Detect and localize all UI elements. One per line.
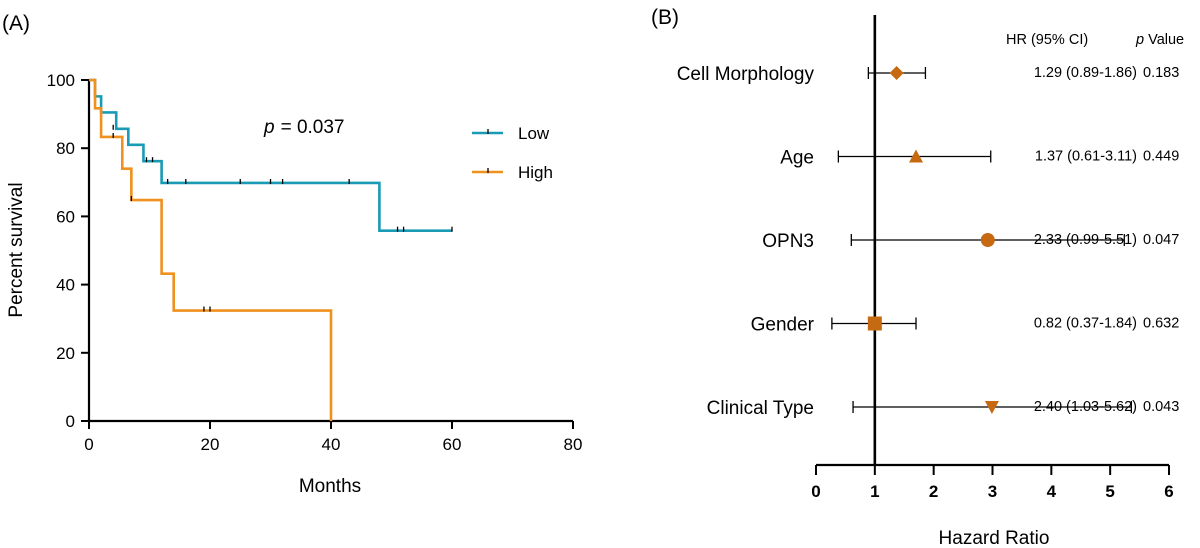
hr-ci-text: 1.29 (0.89-1.86) [1034, 65, 1137, 81]
km-x-tick-label: 60 [443, 435, 462, 454]
panel-b-label: (B) [651, 6, 679, 29]
km-x-tick-label: 0 [84, 435, 93, 454]
legend-label-low: Low [518, 124, 550, 143]
forest-row: Clinical Type 2.40 (1.03-5.62) 0.043 [707, 398, 1180, 419]
km-x-tick-label: 20 [201, 435, 220, 454]
km-line-high [89, 78, 333, 421]
p-value-text: 0.632 [1143, 316, 1179, 332]
km-x-tick-label: 80 [564, 435, 583, 454]
p-value-text: 0.449 [1143, 149, 1179, 165]
p-value-text: 0.043 [1143, 399, 1179, 415]
forest-row-label: Gender [751, 315, 815, 336]
km-x-tick-label: 40 [322, 435, 341, 454]
km-y-tick-label: 80 [56, 139, 75, 158]
forest-x-tick-label: 0 [811, 482, 820, 501]
forest-row: Gender 0.82 (0.37-1.84) 0.632 [751, 315, 1180, 336]
forest-x-tick-label: 1 [870, 482, 879, 501]
forest-row: OPN3 2.33 (0.99-5.51) 0.047 [762, 231, 1179, 252]
hr-ci-text: 2.33 (0.99-5.51) [1034, 232, 1137, 248]
p-header-italic: p [1135, 32, 1144, 48]
p-header: p Value [1135, 32, 1184, 48]
forest-row-label: Clinical Type [707, 398, 814, 419]
p-value-annotation: p = 0.037 [263, 117, 345, 138]
forest-x-tick-label: 4 [1047, 482, 1057, 501]
km-panel: (A) 0 20 40 60 80 0 20 40 60 80 100 Low High p = 0.0… [2, 12, 582, 497]
km-y-tick-label: 40 [56, 276, 75, 295]
km-y-tick-label: 100 [47, 71, 75, 90]
hr-marker-diamond [889, 66, 904, 80]
forest-row-label: OPN3 [762, 231, 814, 252]
forest-row-label: Age [780, 148, 814, 169]
forest-x-tick-label: 6 [1164, 482, 1173, 501]
forest-row: Age 1.37 (0.61-3.11) 0.449 [780, 148, 1179, 169]
hr-marker-triangle-down [984, 401, 999, 414]
km-line-low [89, 78, 452, 233]
p-header-rest: Value [1144, 32, 1184, 48]
hr-ci-text: 1.37 (0.61-3.11) [1035, 149, 1137, 165]
hr-ci-text: 2.40 (1.03-5.62) [1034, 399, 1137, 415]
forest-x-tick-label: 5 [1105, 482, 1114, 501]
p-label: p [263, 117, 275, 138]
hr-marker-circle [980, 233, 995, 247]
forest-x-tick-label: 2 [929, 482, 938, 501]
forest-row-label: Cell Morphology [677, 64, 815, 85]
forest-x-tick-label: 3 [988, 482, 997, 501]
p-value: = 0.037 [281, 117, 345, 138]
km-x-axis-label: Months [299, 476, 361, 497]
hr-ci-text: 0.82 (0.37-1.84) [1034, 316, 1137, 332]
forest-x-axis-label: Hazard Ratio [939, 528, 1050, 548]
km-y-axis-label: Percent survival [6, 182, 27, 317]
panel-a-label: (A) [2, 12, 30, 35]
km-y-tick-label: 60 [56, 207, 75, 226]
hr-marker-triangle-up [909, 149, 924, 163]
km-y-tick-label: 0 [66, 412, 75, 431]
hr-header: HR (95% CI) [1006, 32, 1088, 48]
p-value-text: 0.047 [1143, 232, 1179, 248]
forest-panel: (B) HR (95% CI) p Value 0 1 2 3 4 5 6 Cell Mor… [651, 6, 1184, 548]
p-value-text: 0.183 [1143, 65, 1179, 81]
km-y-tick-label: 20 [56, 344, 75, 363]
forest-row: Cell Morphology 1.29 (0.89-1.86) 0.183 [677, 64, 1180, 85]
legend-label-high: High [518, 163, 553, 182]
hr-marker-square [867, 316, 882, 331]
